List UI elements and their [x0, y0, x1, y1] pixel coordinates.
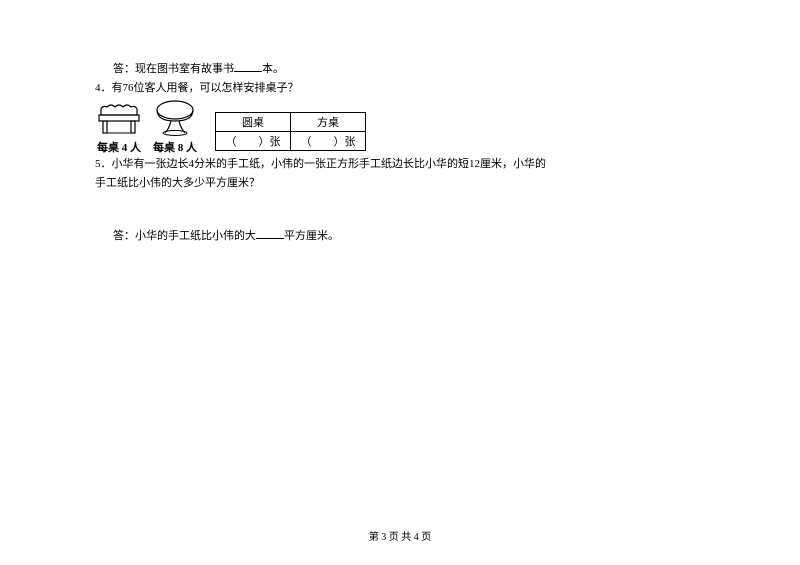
q5-answer-line: 答：小华的手工纸比小伟的大 平方厘米。: [95, 227, 730, 246]
q3-answer-prefix: 答：现在图书室有故事书: [113, 63, 234, 75]
table-cell-round: （ ）张: [216, 132, 291, 151]
table-row: （ ）张 （ ）张: [216, 132, 366, 151]
square-table-icon: [95, 103, 143, 137]
round-table-block: 每桌 8 人: [151, 99, 199, 155]
table-icons-group: 每桌 4 人 每桌 8 人: [95, 99, 207, 155]
table-header-square: 方桌: [291, 113, 366, 132]
round-table-label: 每桌 8 人: [153, 139, 197, 155]
page-footer: 第 3 页 共 4 页: [0, 528, 800, 543]
options-table: 圆桌 方桌 （ ）张 （ ）张: [215, 112, 366, 151]
table-header-round: 圆桌: [216, 113, 291, 132]
q3-answer-suffix: 本。: [262, 63, 284, 75]
spacer: [95, 193, 730, 227]
q4-content-row: 每桌 4 人 每桌 8 人 圆桌 方桌 （ ）张 （ ）张: [95, 99, 730, 155]
q3-answer-line: 答：现在图书室有故事书 本。: [95, 60, 730, 79]
table-cell-square: （ ）张: [291, 132, 366, 151]
q5-line1: 5．小华有一张边长4分米的手工纸，小伟的一张正方形手工纸边长比小华的短12厘米，…: [95, 155, 730, 174]
q5-line2: 手工纸比小伟的大多少平方厘米？: [95, 174, 730, 193]
q5-blank: [256, 227, 284, 239]
q4-text: 4．有76位客人用餐，可以怎样安排桌子？: [95, 79, 730, 98]
q5-answer-prefix: 答：小华的手工纸比小伟的大: [113, 230, 256, 242]
round-table-icon: [151, 99, 199, 137]
q5-answer-suffix: 平方厘米。: [284, 230, 339, 242]
square-table-block: 每桌 4 人: [95, 103, 143, 155]
options-table-wrap: 圆桌 方桌 （ ）张 （ ）张: [215, 112, 366, 151]
q3-blank: [234, 60, 262, 72]
table-row: 圆桌 方桌: [216, 113, 366, 132]
square-table-label: 每桌 4 人: [97, 139, 141, 155]
